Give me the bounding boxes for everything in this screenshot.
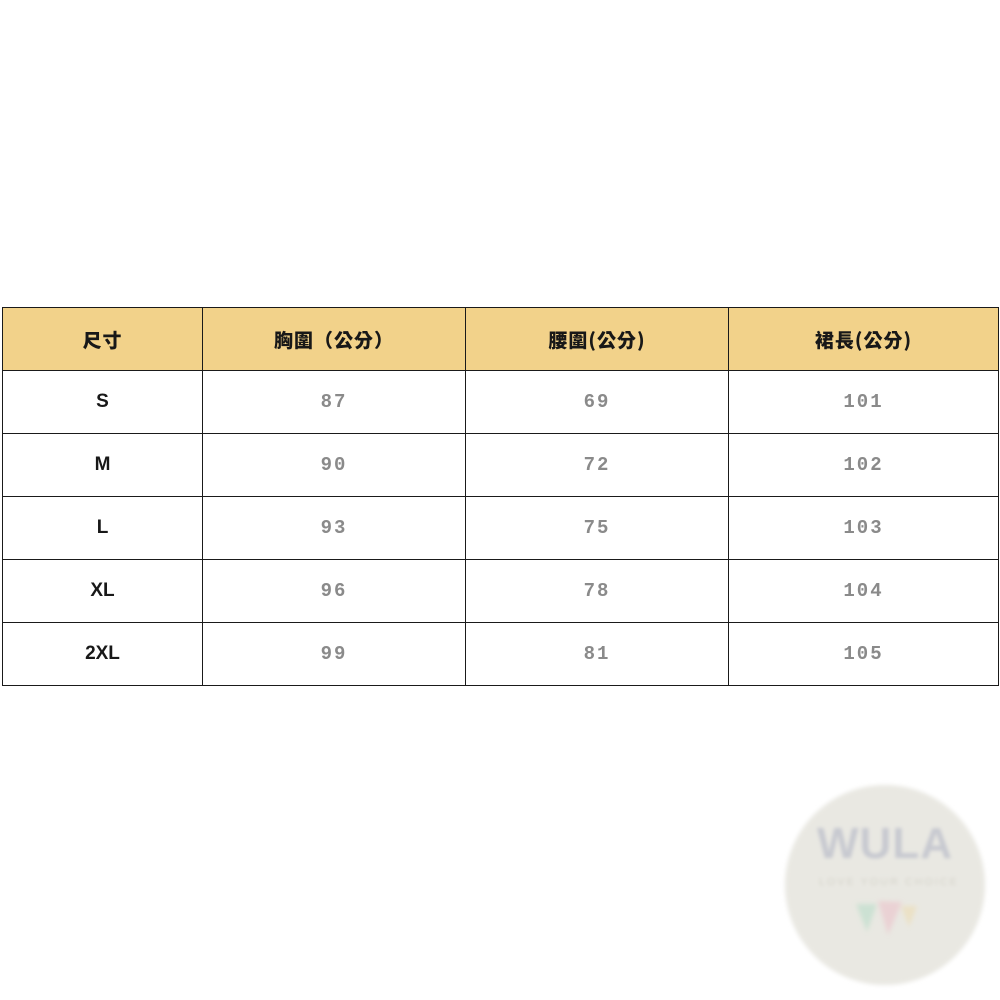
svg-text:LOVE YOUR CHOICE: LOVE YOUR CHOICE	[819, 876, 959, 888]
svg-text:WULA: WULA	[817, 819, 953, 868]
